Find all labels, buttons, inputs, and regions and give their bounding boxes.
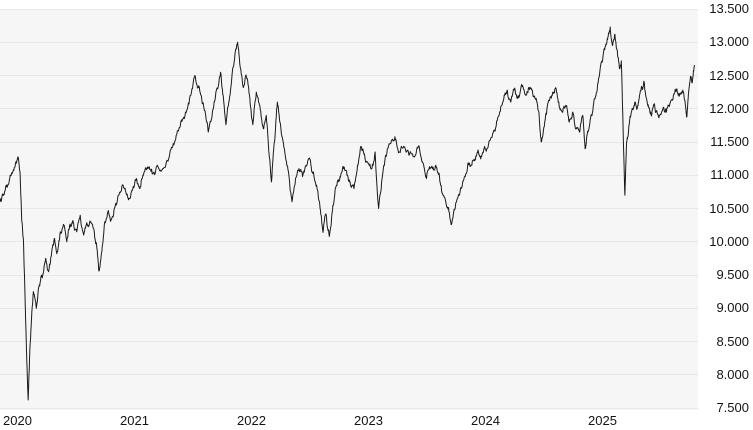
price-line [0, 26, 695, 401]
gridline [0, 41, 698, 43]
y-axis-label: 12.500 [709, 67, 749, 83]
gridline [0, 274, 698, 276]
gridline [0, 8, 698, 10]
x-axis-label: 2024 [471, 413, 500, 428]
y-axis-label: 8.500 [716, 333, 749, 349]
x-axis-label: 2022 [237, 413, 266, 428]
gridline [0, 141, 698, 143]
gridline [0, 108, 698, 110]
y-axis-label: 10.000 [709, 233, 749, 249]
y-axis-label: 9.500 [716, 267, 749, 282]
gridline [0, 307, 698, 309]
y-axis-label: 9.000 [716, 300, 749, 316]
y-axis-label: 13.500 [709, 1, 749, 16]
gridline [0, 374, 698, 376]
y-axis-label: 8.000 [716, 366, 749, 382]
y-axis-label: 13.000 [709, 34, 749, 50]
gridline [0, 341, 698, 342]
gridline [0, 407, 698, 409]
y-axis-label: 11.500 [710, 134, 749, 149]
x-axis-label: 2021 [120, 413, 149, 428]
y-axis-label: 11.000 [710, 167, 749, 183]
y-axis-label: 12.000 [709, 100, 749, 116]
x-axis-label: 2025 [588, 413, 617, 428]
x-axis-label: 2020 [3, 413, 32, 428]
gridline [0, 75, 698, 76]
x-axis-label: 2023 [354, 413, 383, 428]
gridline [0, 241, 698, 243]
y-axis-label: 10.500 [709, 200, 749, 216]
gridline [0, 174, 698, 176]
y-axis-label: 7.500 [716, 400, 749, 415]
gridline [0, 208, 698, 209]
